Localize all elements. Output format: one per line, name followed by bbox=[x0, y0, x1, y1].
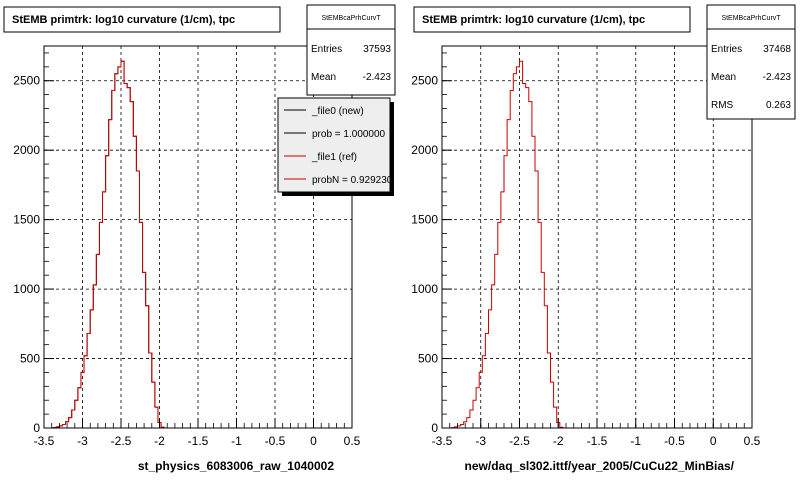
legend-label: probN = 0.929230 bbox=[312, 175, 393, 186]
x-tick-label: -0.5 bbox=[664, 434, 685, 448]
legend-box bbox=[277, 97, 391, 193]
x-tick-label: -1.5 bbox=[188, 434, 209, 448]
x-tick-label: -2 bbox=[553, 434, 564, 448]
x-tick-label: -3 bbox=[475, 434, 486, 448]
chart-title: StEMB primtrk: log10 curvature (1/cm), t… bbox=[422, 14, 645, 26]
y-tick-label: 2000 bbox=[13, 143, 40, 157]
stats-name: StEMBcaPrhCurvT bbox=[721, 15, 781, 22]
stats-value: -2.423 bbox=[763, 72, 792, 83]
x-tick-label: -1 bbox=[630, 434, 641, 448]
x-tick-label: 0.5 bbox=[344, 434, 361, 448]
stats-value: 37468 bbox=[763, 44, 791, 55]
y-tick-label: 0 bbox=[33, 421, 40, 435]
y-tick-label: 500 bbox=[418, 352, 438, 366]
stats-box bbox=[306, 4, 396, 96]
panel-2: -3.5 -3 -2.5 -2 -1.5 -1 -0.5 0 0.5 0 500 1000 1500 20… bbox=[411, 4, 796, 473]
stats-key: Entries bbox=[711, 44, 742, 55]
y-tick-label: 1000 bbox=[13, 282, 40, 296]
x-tick-label: -3.5 bbox=[432, 434, 453, 448]
x-tick-label: 0.5 bbox=[744, 434, 761, 448]
stats-name: StEMBcaPrhCurvT bbox=[321, 15, 381, 22]
x-tick-label: -2.5 bbox=[111, 434, 132, 448]
stats-key: Entries bbox=[311, 44, 342, 55]
x-tick-label: -3 bbox=[77, 434, 88, 448]
stats-value: -2.423 bbox=[363, 72, 392, 83]
chart-title: StEMB primtrk: log10 curvature (1/cm), t… bbox=[12, 14, 235, 26]
stats-key: Mean bbox=[311, 72, 336, 83]
y-tick-label: 2500 bbox=[13, 74, 40, 88]
x-tick-label: -2.5 bbox=[509, 434, 530, 448]
y-tick-label: 1500 bbox=[411, 213, 438, 227]
y-tick-label: 2000 bbox=[411, 143, 438, 157]
x-tick-label: -3.5 bbox=[34, 434, 55, 448]
y-tick-label: 0 bbox=[431, 421, 438, 435]
legend-label: _file1 (ref) bbox=[311, 152, 357, 163]
x-axis-label: new/daq_sl302.ittf/year_2005/CuCu22_MinB… bbox=[465, 459, 735, 473]
panel-1: -3.5 -3 -2.5 -2 -1.5 -1 -0.5 0 0.5 0 500 1000 1500 20… bbox=[3, 4, 396, 473]
stats-value: 0.263 bbox=[766, 100, 791, 111]
x-tick-label: 0 bbox=[710, 434, 717, 448]
stats-box bbox=[706, 4, 796, 120]
title-box bbox=[413, 6, 691, 33]
x-tick-label: -1.5 bbox=[587, 434, 608, 448]
y-tick-label: 2500 bbox=[411, 74, 438, 88]
x-tick-label: 0 bbox=[310, 434, 317, 448]
x-tick-label: -2 bbox=[154, 434, 165, 448]
x-axis-label: st_physics_6083006_raw_1040002 bbox=[138, 459, 334, 473]
y-tick-label: 1000 bbox=[411, 282, 438, 296]
legend: _file0 (new) prob = 1.000000 _file1 (ref) p… bbox=[284, 106, 393, 186]
y-tick-label: 500 bbox=[20, 352, 40, 366]
stats-key: Mean bbox=[711, 72, 736, 83]
stats-value: 37593 bbox=[363, 44, 391, 55]
legend-label: prob = 1.000000 bbox=[312, 129, 386, 140]
title-box bbox=[3, 6, 281, 33]
legend-label: _file0 (new) bbox=[311, 106, 364, 117]
stats-key: RMS bbox=[711, 100, 734, 111]
y-tick-label: 1500 bbox=[13, 213, 40, 227]
x-tick-label: -1 bbox=[231, 434, 242, 448]
x-tick-label: -0.5 bbox=[265, 434, 286, 448]
